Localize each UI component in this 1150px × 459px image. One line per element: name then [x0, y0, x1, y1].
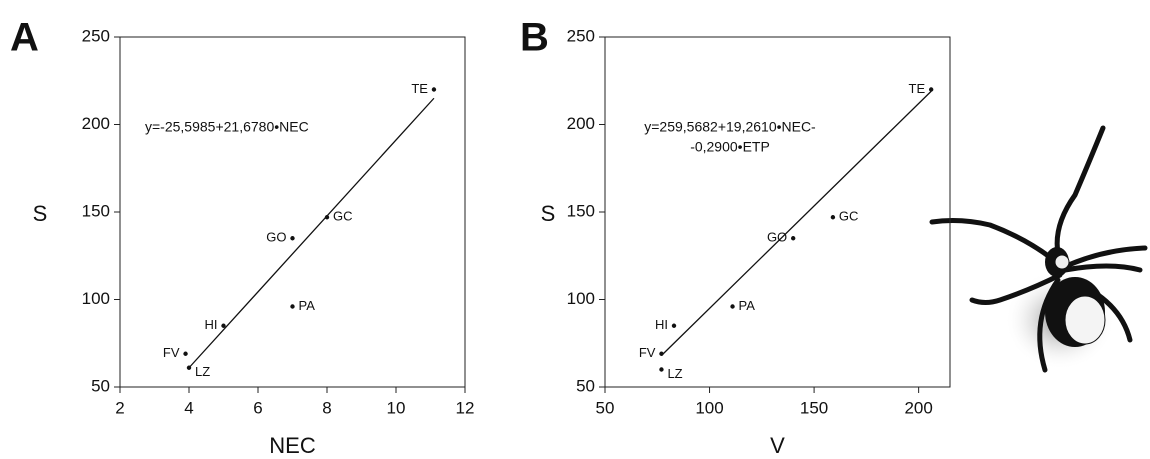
y-tick-label: 200 — [567, 114, 595, 133]
data-point — [186, 365, 192, 370]
data-point — [659, 367, 664, 372]
data-point — [671, 323, 677, 328]
x-tick-label: 50 — [596, 398, 615, 417]
panel-label: A — [10, 16, 39, 60]
point-label: FV — [639, 345, 656, 360]
x-tick-label: 10 — [387, 398, 406, 417]
data-point — [221, 323, 226, 328]
data-point — [431, 87, 437, 92]
spider-illustration — [929, 125, 1148, 373]
x-tick-label: 150 — [800, 398, 828, 417]
data-point — [183, 351, 188, 356]
y-tick-label: 100 — [82, 289, 110, 308]
point-label: HI — [205, 317, 218, 332]
data-point — [790, 236, 796, 241]
plot-frame — [604, 36, 951, 388]
equation: y=-25,5985+21,6780•NEC — [145, 119, 309, 135]
point-label: FV — [163, 345, 180, 360]
x-tick-label: 4 — [184, 398, 193, 417]
point-label: GC — [839, 209, 859, 224]
y-tick-label: 50 — [576, 376, 595, 395]
y-axis-title: S — [541, 201, 556, 226]
point-label: PA — [299, 298, 316, 313]
point-label: GO — [767, 230, 787, 245]
data-point — [730, 304, 735, 309]
x-tick-label: 6 — [253, 398, 262, 417]
y-tick-label: 200 — [82, 114, 110, 133]
x-tick-label: 12 — [456, 398, 475, 417]
point-label: GC — [333, 209, 353, 224]
y-tick-label: 150 — [567, 201, 595, 220]
y-tick-label: 250 — [567, 26, 595, 45]
x-tick-label: 200 — [904, 398, 932, 417]
data-point — [830, 215, 836, 220]
point-label: HI — [655, 317, 668, 332]
y-tick-label: 250 — [82, 26, 110, 45]
trend-line — [660, 90, 932, 356]
panel-label: B — [520, 16, 549, 60]
y-axis-title: S — [33, 201, 48, 226]
point-label: GO — [266, 230, 286, 245]
equation: y=259,5682+19,2610•NEC- — [644, 119, 816, 135]
point-label: TE — [411, 81, 428, 96]
equation: -0,2900•ETP — [690, 139, 770, 155]
x-tick-label: 2 — [115, 398, 124, 417]
y-tick-label: 100 — [567, 289, 595, 308]
data-point — [928, 87, 934, 92]
data-point — [659, 351, 664, 356]
y-tick-label: 50 — [91, 376, 110, 395]
x-tick-label: 100 — [695, 398, 723, 417]
x-axis-title: V — [770, 433, 785, 458]
data-point — [290, 304, 295, 309]
point-label: LZ — [667, 366, 682, 381]
x-axis-title: NEC — [269, 433, 316, 458]
point-label: PA — [739, 298, 756, 313]
data-point — [290, 236, 295, 241]
x-tick-label: 8 — [322, 398, 331, 417]
y-tick-label: 150 — [82, 201, 110, 220]
data-point — [324, 215, 330, 220]
point-label: TE — [909, 81, 926, 96]
point-label: LZ — [195, 364, 210, 379]
trend-line — [188, 97, 435, 369]
